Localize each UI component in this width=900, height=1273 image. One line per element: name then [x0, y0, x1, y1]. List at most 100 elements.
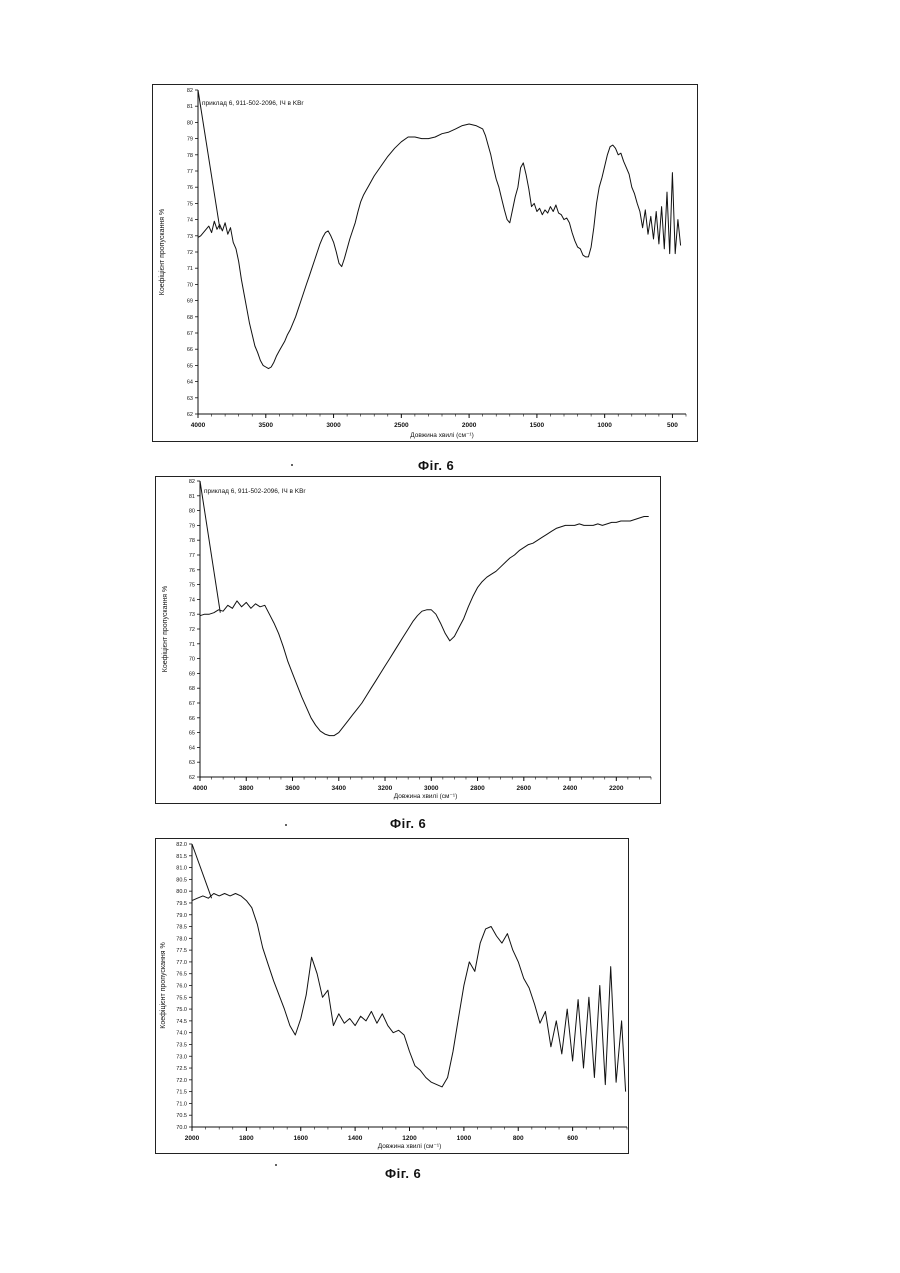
x-tick-label: 2000 [462, 422, 477, 429]
pen-start-stroke [200, 481, 220, 613]
x-tick-label: 4000 [191, 422, 206, 429]
y-tick-label: 62 [187, 412, 193, 418]
y-tick-label: 75 [187, 201, 193, 207]
series-line-0 [192, 894, 626, 1092]
y-tick-label: 75 [189, 583, 195, 589]
x-tick-label: 3400 [332, 785, 347, 792]
y-tick-label: 70 [187, 282, 193, 288]
x-tick-label: 800 [513, 1135, 524, 1142]
y-tick-label: 69 [187, 299, 193, 305]
y-tick-label: 82 [187, 88, 193, 94]
chart-figure-3: 70.070.571.071.572.072.573.073.574.074.5… [155, 838, 629, 1154]
figure-caption-3: Фіг. 6 [385, 1166, 421, 1181]
y-tick-label: 81.5 [176, 854, 187, 860]
y-tick-label: 78 [187, 153, 193, 159]
y-axis-title: Коефіцієнт пропускання % [158, 209, 166, 295]
y-tick-label: 77 [189, 553, 195, 559]
x-tick-label: 3000 [424, 785, 439, 792]
x-tick-label: 3500 [259, 422, 274, 429]
chart-figure-1: 6263646566676869707172737475767778798081… [152, 84, 698, 442]
x-tick-label: 2800 [470, 785, 485, 792]
y-tick-label: 80 [189, 509, 195, 515]
x-tick-label: 3600 [285, 785, 300, 792]
pen-start-stroke [198, 90, 220, 229]
y-tick-label: 79.5 [176, 901, 187, 907]
y-tick-label: 79 [187, 137, 193, 143]
x-tick-label: 1800 [239, 1135, 254, 1142]
y-tick-label: 80.5 [176, 877, 187, 883]
y-tick-label: 77.5 [176, 948, 187, 954]
x-tick-label: 600 [567, 1135, 578, 1142]
y-tick-label: 67 [187, 331, 193, 337]
y-axis-title: Коефіцієнт пропускання % [159, 942, 167, 1028]
y-tick-label: 78 [189, 538, 195, 544]
y-tick-label: 80 [187, 120, 193, 126]
y-tick-label: 78.5 [176, 925, 187, 931]
x-axis-title: Довжина хвилі (см⁻¹) [394, 792, 457, 800]
y-tick-label: 66 [189, 716, 195, 722]
y-tick-label: 64 [189, 745, 195, 751]
y-tick-label: 79 [189, 523, 195, 529]
y-tick-label: 81.0 [176, 866, 187, 872]
y-tick-label: 74.5 [176, 1019, 187, 1025]
axes: 6263646566676869707172737475767778798081… [189, 479, 651, 792]
y-tick-label: 80.0 [176, 889, 187, 895]
pen-start-stroke [192, 844, 212, 898]
axes: 6263646566676869707172737475767778798081… [187, 88, 686, 429]
x-axis-title: Довжина хвилі (см⁻¹) [378, 1142, 441, 1150]
x-tick-label: 2400 [563, 785, 578, 792]
x-tick-label: 1000 [597, 422, 612, 429]
y-tick-label: 79.0 [176, 913, 187, 919]
x-tick-label: 1000 [457, 1135, 472, 1142]
y-tick-label: 76.0 [176, 984, 187, 990]
y-tick-label: 76 [189, 568, 195, 574]
y-tick-label: 68 [187, 315, 193, 321]
y-tick-label: 73 [189, 612, 195, 618]
y-tick-label: 71 [189, 642, 195, 648]
y-tick-label: 70.0 [176, 1125, 187, 1131]
y-tick-label: 63 [189, 760, 195, 766]
y-tick-label: 76.5 [176, 972, 187, 978]
y-tick-label: 72.5 [176, 1066, 187, 1072]
y-tick-label: 74 [187, 218, 193, 224]
y-tick-label: 71.5 [176, 1090, 187, 1096]
x-tick-label: 4000 [193, 785, 208, 792]
y-tick-label: 75.0 [176, 1007, 187, 1013]
y-tick-label: 69 [189, 671, 195, 677]
y-tick-label: 73.0 [176, 1054, 187, 1060]
x-tick-label: 2200 [609, 785, 624, 792]
y-tick-label: 72.0 [176, 1078, 187, 1084]
x-tick-label: 1200 [402, 1135, 417, 1142]
y-tick-label: 74 [189, 597, 195, 603]
figure-caption-2: Фіг. 6 [390, 816, 426, 831]
x-axis-title: Довжина хвилі (см⁻¹) [410, 431, 473, 439]
axes: 70.070.571.071.572.072.573.073.574.074.5… [176, 842, 627, 1142]
y-tick-label: 63 [187, 396, 193, 402]
x-tick-label: 1400 [348, 1135, 363, 1142]
chart-title: приклад 6, 911-502-2096, ІЧ в KBr [204, 488, 306, 495]
y-tick-label: 70.5 [176, 1113, 187, 1119]
x-tick-label: 2000 [185, 1135, 200, 1142]
y-tick-label: 76 [187, 185, 193, 191]
y-tick-label: 75.5 [176, 995, 187, 1001]
y-tick-label: 81 [187, 104, 193, 110]
y-tick-label: 77.0 [176, 960, 187, 966]
series-line-0 [200, 517, 649, 736]
x-tick-label: 1500 [530, 422, 545, 429]
y-tick-label: 73.5 [176, 1042, 187, 1048]
y-tick-label: 72 [189, 627, 195, 633]
y-tick-label: 68 [189, 686, 195, 692]
y-tick-label: 71 [187, 266, 193, 272]
y-tick-label: 62 [189, 775, 195, 781]
chart-figure-2: 6263646566676869707172737475767778798081… [155, 476, 661, 804]
x-tick-label: 3200 [378, 785, 393, 792]
figure-caption-1: Фіг. 6 [418, 458, 454, 473]
x-tick-label: 1600 [294, 1135, 309, 1142]
y-tick-label: 65 [187, 363, 193, 369]
x-tick-label: 3800 [239, 785, 254, 792]
y-tick-label: 66 [187, 347, 193, 353]
series-line-0 [198, 124, 681, 369]
x-tick-label: 3000 [326, 422, 341, 429]
y-tick-label: 70 [189, 657, 195, 663]
y-tick-label: 64 [187, 380, 193, 386]
